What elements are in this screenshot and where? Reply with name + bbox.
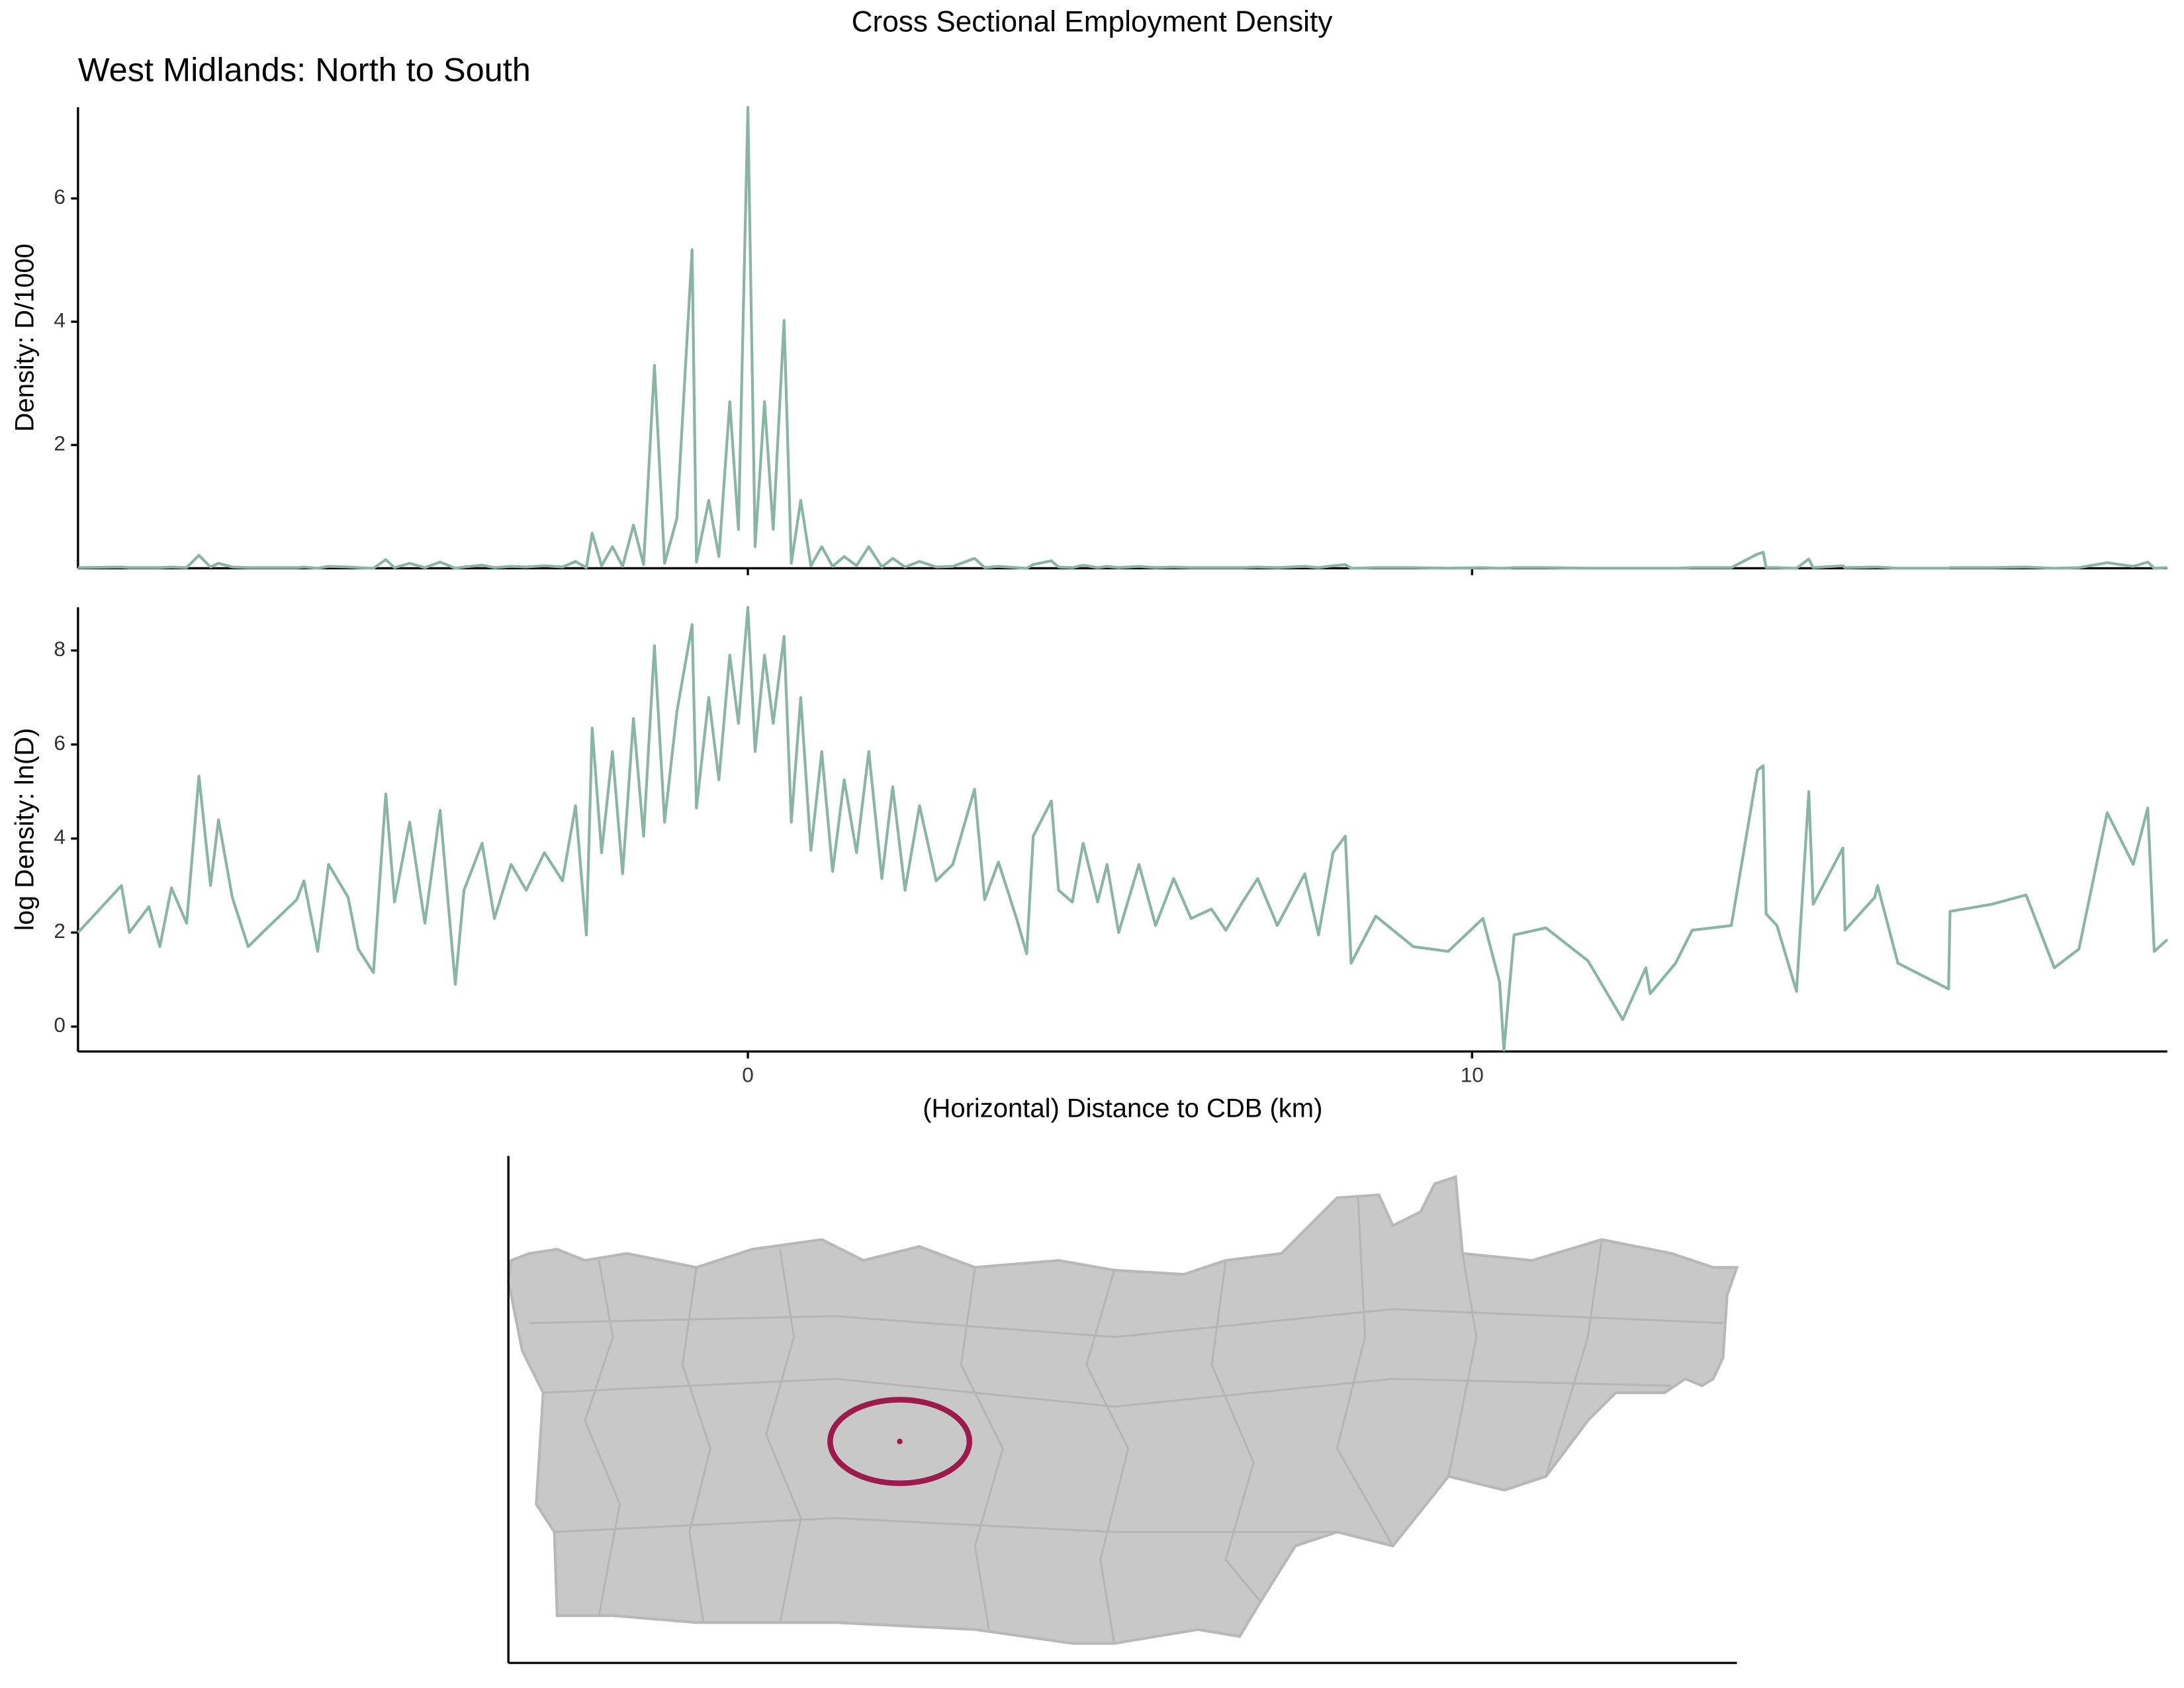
data-line: [77, 606, 2169, 1052]
y-tick-label: 8: [54, 637, 66, 661]
chart-subtitle: West Midlands: North to South: [78, 51, 531, 89]
map: [507, 1156, 1739, 1664]
data-line: [77, 105, 2167, 570]
region-borders: [529, 1197, 1723, 1644]
y-tick-label: 6: [54, 185, 66, 209]
y-tick-label: 2: [54, 432, 66, 455]
y-axis-label: Density: D/1000: [11, 244, 40, 432]
x-axis-label: (Horizontal) Distance to CDB (km): [923, 1094, 1322, 1123]
chart-title: Cross Sectional Employment Density: [852, 5, 1333, 38]
x-tick-label: 0: [742, 1063, 754, 1087]
y-tick-label: 6: [54, 731, 66, 755]
y-tick-label: 4: [54, 825, 66, 849]
y-axis-label: log Density: ln(D): [11, 728, 40, 931]
region-shape: [507, 1175, 1739, 1645]
y-tick-label: 0: [54, 1013, 66, 1037]
y-tick-label: 4: [54, 308, 66, 332]
x-tick-label: 10: [1461, 1063, 1484, 1087]
cbd-circle: [827, 1397, 973, 1486]
cbd-point: [897, 1438, 903, 1444]
y-tick-label: 2: [54, 919, 66, 943]
